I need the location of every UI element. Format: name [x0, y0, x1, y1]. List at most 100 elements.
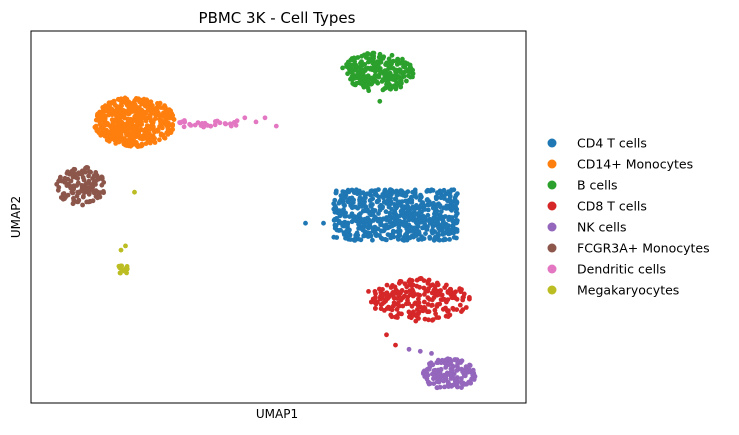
point-dendritic-cells [253, 119, 259, 125]
point-fcgr3a-monocytes [55, 187, 61, 193]
legend-marker-cd8-t-cells [547, 201, 557, 211]
point-nk-cells [448, 359, 454, 365]
point-cd4-t-cells [397, 231, 402, 237]
point-cd14-monocytes [135, 122, 141, 127]
point-dendritic-cells [181, 124, 187, 130]
legend-marker-nk-cells [547, 222, 557, 232]
point-nk-cells [459, 380, 464, 385]
point-cd4-t-cells [453, 209, 459, 215]
point-nk-cells [443, 374, 449, 379]
point-cd14-monocytes [142, 115, 148, 121]
point-b-cells [362, 62, 368, 67]
point-nk-cells [431, 381, 437, 386]
point-cd4-t-cells [403, 193, 409, 198]
point-cd8-t-cells [373, 291, 378, 297]
point-nk-cells [466, 379, 471, 385]
point-cd14-monocytes [109, 111, 115, 117]
point-cd4-t-cells [333, 190, 339, 196]
point-cd4-t-cells [392, 203, 398, 209]
point-cd4-t-cells [412, 225, 418, 231]
point-cd14-monocytes [109, 106, 115, 112]
legend-item-b-cells: B cells [547, 178, 618, 193]
point-nk-cells [436, 379, 442, 385]
point-cd4-t-cells [388, 195, 393, 201]
point-nk-cells [459, 376, 464, 381]
point-cd14-monocytes [101, 116, 106, 122]
point-cd8-t-cells [463, 305, 469, 310]
legend-marker-b-cells [547, 180, 557, 190]
point-cd14-monocytes [147, 112, 153, 118]
legend-label-cd4-t-cells: CD4 T cells [577, 136, 647, 151]
point-cd14-monocytes [124, 99, 129, 105]
point-fcgr3a-monocytes [93, 173, 98, 179]
point-cd8-t-cells [409, 278, 415, 284]
point-nk-cells [406, 346, 412, 352]
point-b-cells [360, 79, 366, 85]
point-b-cells [398, 70, 404, 75]
point-cd8-t-cells [413, 300, 418, 306]
point-cd14-monocytes [151, 118, 156, 123]
point-cd8-t-cells [417, 284, 422, 290]
point-b-cells [366, 59, 371, 65]
point-cd8-t-cells [432, 307, 438, 313]
point-cd4-t-cells [381, 199, 387, 205]
point-cd14-monocytes [130, 109, 136, 114]
point-cd14-monocytes [111, 99, 117, 104]
point-cd14-monocytes [100, 132, 105, 137]
point-nk-cells [454, 368, 460, 373]
point-cd8-t-cells [378, 306, 384, 312]
point-cd14-monocytes [160, 132, 166, 138]
point-cd4-t-cells [357, 199, 363, 205]
point-dendritic-cells [222, 121, 228, 126]
legend-label-nk-cells: NK cells [577, 220, 627, 235]
point-cd4-t-cells [376, 187, 381, 193]
point-cd8-t-cells [443, 313, 449, 319]
point-cd8-t-cells [413, 318, 419, 324]
legend-label-megakaryocytes: Megakaryocytes [577, 283, 679, 298]
point-cd4-t-cells [435, 190, 441, 196]
point-cd4-t-cells [419, 236, 425, 242]
point-cd14-monocytes [156, 112, 161, 118]
plot-frame [30, 30, 527, 404]
point-dendritic-cells [201, 124, 207, 130]
point-cd14-monocytes [120, 111, 126, 116]
point-megakaryocytes [119, 263, 125, 269]
point-cd8-t-cells [416, 296, 421, 302]
point-cd14-monocytes [161, 113, 167, 119]
point-b-cells [377, 51, 383, 57]
point-b-cells [365, 73, 371, 79]
point-fcgr3a-monocytes [99, 174, 105, 180]
point-cd8-t-cells [467, 296, 472, 302]
point-cd4-t-cells [396, 219, 402, 225]
point-cd8-t-cells [429, 303, 434, 308]
point-cd8-t-cells [391, 300, 397, 306]
point-cd4-t-cells [340, 189, 346, 195]
point-fcgr3a-monocytes [86, 173, 91, 179]
point-cd4-t-cells [454, 229, 460, 234]
point-cd4-t-cells [433, 234, 438, 240]
point-b-cells [383, 77, 389, 83]
point-b-cells [379, 69, 384, 75]
point-fcgr3a-monocytes [81, 193, 86, 199]
legend-item-megakaryocytes: Megakaryocytes [547, 283, 679, 298]
point-cd4-t-cells [453, 193, 459, 198]
point-cd4-t-cells [433, 218, 439, 224]
point-b-cells [388, 59, 393, 65]
point-megakaryocytes [124, 266, 130, 272]
point-cd14-monocytes [95, 127, 100, 133]
point-b-cells [395, 58, 401, 64]
point-cd14-monocytes [158, 118, 163, 124]
point-cd4-t-cells [340, 194, 346, 200]
point-b-cells [405, 61, 410, 67]
point-cd4-t-cells [447, 193, 453, 199]
point-b-cells [393, 84, 399, 89]
point-cd14-monocytes [112, 128, 117, 134]
point-b-cells [394, 67, 399, 73]
point-cd14-monocytes [165, 126, 171, 132]
point-cd4-t-cells [389, 206, 395, 212]
point-cd8-t-cells [450, 305, 456, 311]
point-cd14-monocytes [103, 106, 108, 112]
point-cd4-t-cells [383, 209, 389, 215]
point-cd4-t-cells [368, 212, 374, 218]
